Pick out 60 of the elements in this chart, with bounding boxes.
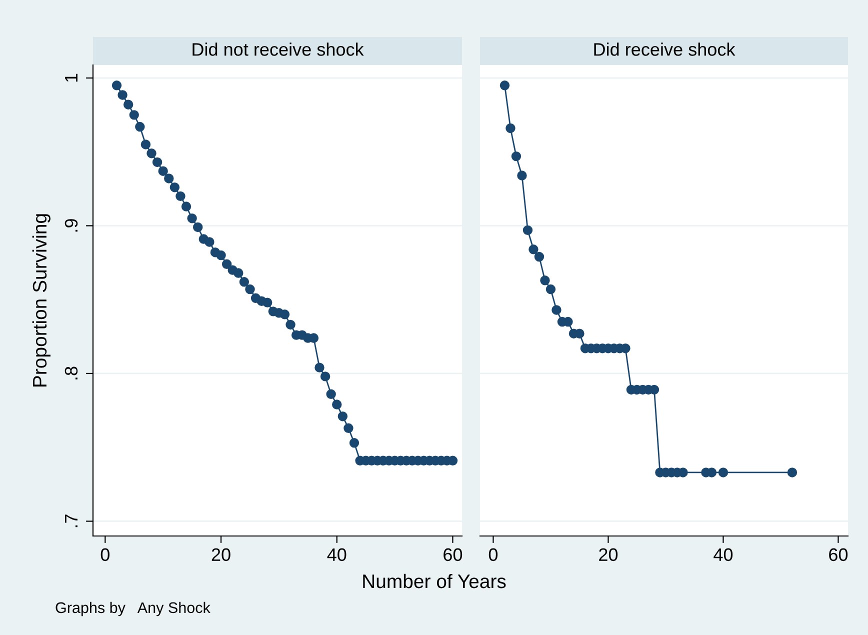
point	[112, 80, 122, 90]
y-tick-label: .9	[64, 219, 78, 232]
x-tick-label: 0	[100, 548, 110, 562]
x-tick-label: 40	[327, 548, 346, 562]
point	[262, 298, 272, 308]
x-tick-label: 20	[599, 548, 618, 562]
point	[140, 140, 151, 150]
x-tick-label: 0	[488, 548, 498, 562]
point	[222, 259, 232, 270]
point	[152, 157, 162, 168]
point	[320, 372, 330, 382]
x-tick-label: 40	[714, 548, 733, 562]
point	[517, 170, 527, 180]
point	[511, 151, 522, 162]
y-tick-label: 1	[65, 74, 78, 82]
point	[187, 213, 197, 224]
point	[314, 362, 324, 372]
point	[326, 389, 336, 400]
point	[338, 411, 348, 422]
point	[158, 166, 168, 176]
point	[534, 252, 544, 262]
point	[239, 277, 250, 287]
point	[192, 222, 203, 232]
point	[286, 320, 296, 330]
x-tick-label: 20	[212, 548, 230, 562]
point	[204, 237, 214, 247]
point	[181, 202, 192, 212]
chart-title: Did not receive shock	[192, 42, 364, 56]
point	[118, 90, 128, 100]
point	[170, 182, 180, 192]
point	[164, 174, 174, 184]
point	[506, 123, 516, 134]
point	[546, 284, 556, 294]
x-tick-label: 60	[444, 548, 462, 562]
point	[176, 191, 186, 202]
point	[528, 244, 538, 254]
point	[245, 284, 255, 294]
x-axis-title: Number of Years	[363, 574, 506, 588]
text: Graphs by Any Shock	[56, 602, 210, 616]
point	[280, 310, 290, 320]
point	[216, 250, 226, 260]
point	[540, 276, 550, 286]
point	[349, 438, 360, 448]
point	[718, 468, 728, 478]
point	[552, 305, 562, 315]
point	[522, 225, 533, 236]
point	[500, 80, 510, 90]
y-tick-label: .7	[65, 514, 78, 528]
point	[787, 468, 798, 478]
point	[135, 122, 145, 132]
y-axis-title: Proportion Surviving	[32, 214, 50, 386]
point	[234, 268, 244, 278]
chart-title: Did receive shock	[594, 42, 736, 56]
point	[129, 110, 139, 120]
point	[332, 400, 342, 410]
point	[123, 100, 134, 110]
y-tick-label: .8	[64, 366, 78, 380]
x-tick-label: 60	[829, 548, 848, 562]
point	[344, 423, 354, 434]
point	[146, 148, 156, 158]
